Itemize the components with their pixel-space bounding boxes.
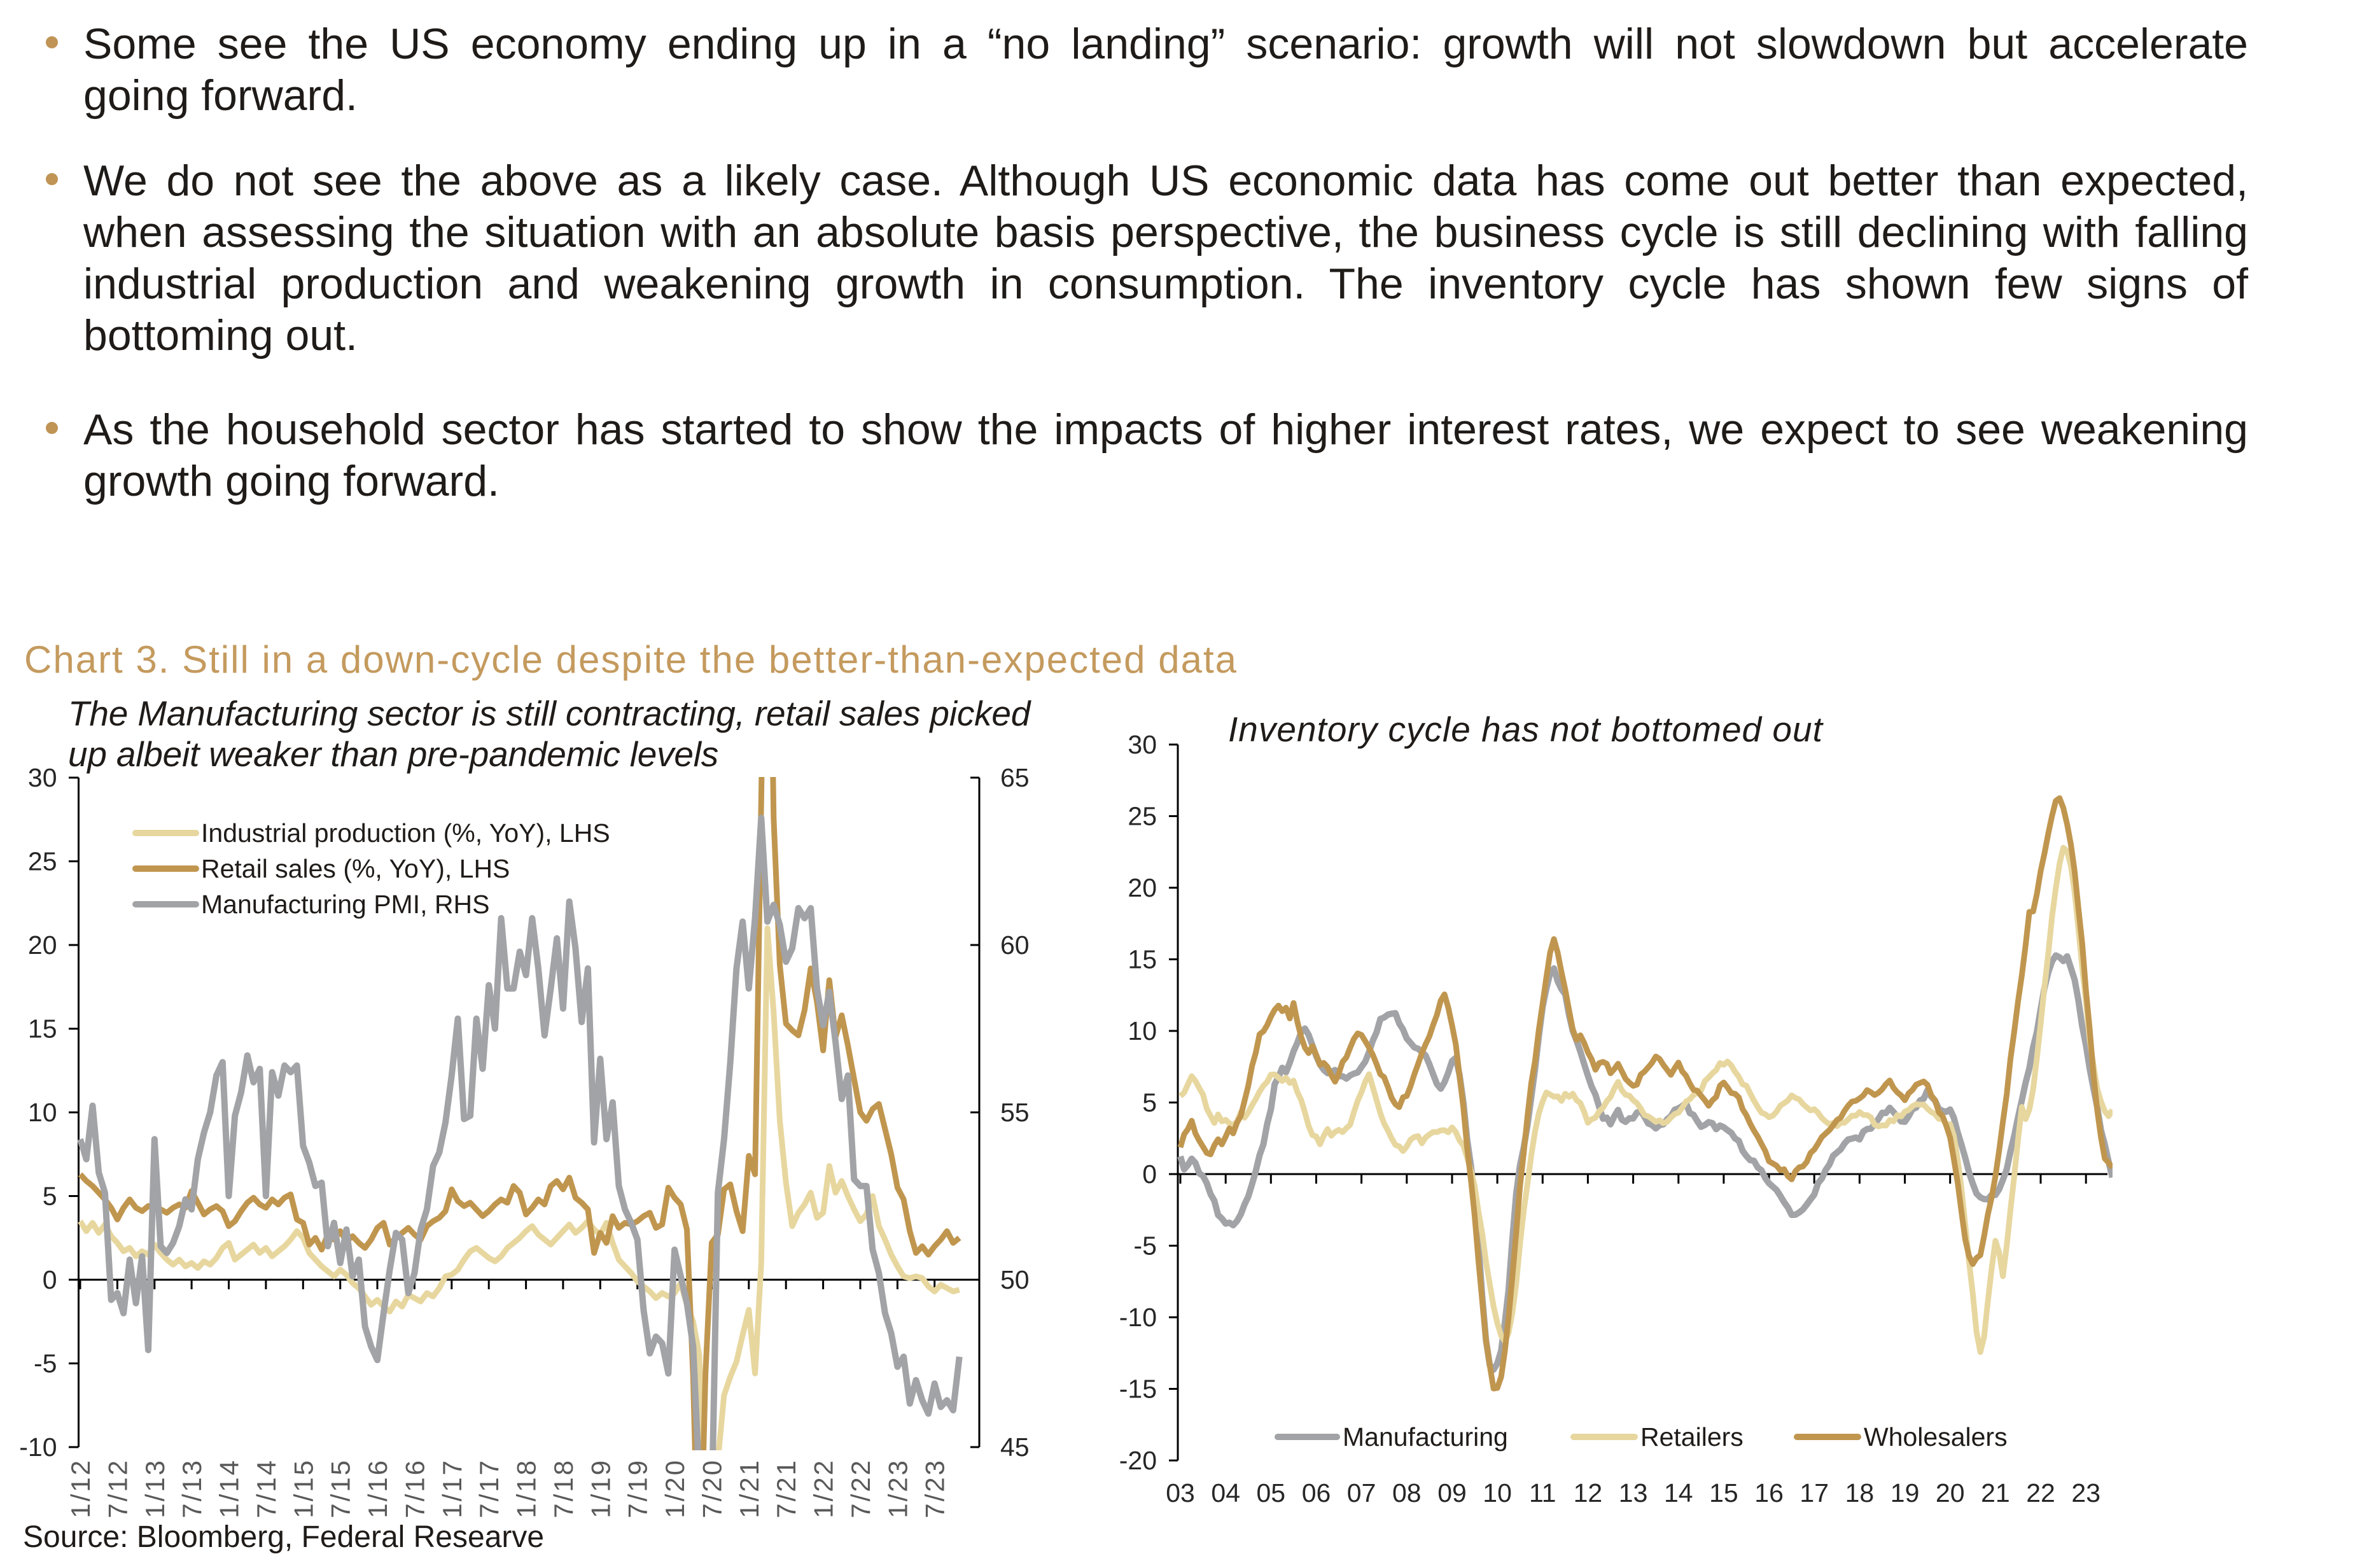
svg-text:09: 09: [1437, 1478, 1467, 1508]
svg-text:10: 10: [1483, 1478, 1512, 1508]
svg-text:23: 23: [2071, 1478, 2100, 1508]
svg-text:45: 45: [1000, 1432, 1030, 1462]
svg-text:7/16: 7/16: [400, 1459, 430, 1518]
svg-text:-10: -10: [1119, 1303, 1157, 1332]
svg-text:1/18: 1/18: [512, 1459, 542, 1518]
svg-text:16: 16: [1754, 1478, 1784, 1508]
svg-text:10: 10: [1128, 1016, 1157, 1046]
svg-text:07: 07: [1347, 1478, 1376, 1508]
svg-text:20: 20: [1936, 1478, 1965, 1508]
svg-text:25: 25: [1128, 802, 1157, 831]
svg-text:1/23: 1/23: [883, 1459, 912, 1518]
svg-text:7/22: 7/22: [846, 1459, 876, 1518]
svg-text:20: 20: [1128, 873, 1157, 902]
svg-text:1/13: 1/13: [140, 1459, 170, 1518]
svg-text:15: 15: [28, 1014, 57, 1044]
svg-text:15: 15: [1709, 1478, 1738, 1508]
svg-text:7/17: 7/17: [474, 1459, 504, 1518]
svg-text:up albeit weaker than pre-pand: up albeit weaker than pre-pandemic level…: [68, 734, 718, 774]
svg-text:7/21: 7/21: [771, 1459, 801, 1518]
svg-text:10: 10: [28, 1098, 57, 1127]
svg-text:20: 20: [28, 930, 57, 960]
svg-text:0: 0: [1142, 1159, 1157, 1189]
svg-text:05: 05: [1256, 1478, 1285, 1508]
svg-text:08: 08: [1392, 1478, 1422, 1508]
svg-text:7/23: 7/23: [920, 1459, 950, 1518]
svg-text:The Manufacturing sector is st: The Manufacturing sector is still contra…: [68, 694, 1032, 733]
svg-text:Retailers: Retailers: [1640, 1422, 1744, 1452]
svg-text:25: 25: [28, 847, 57, 876]
svg-text:1/16: 1/16: [363, 1459, 393, 1518]
svg-text:-5: -5: [1134, 1231, 1157, 1261]
svg-text:50: 50: [1000, 1265, 1030, 1294]
svg-text:30: 30: [28, 763, 57, 792]
svg-text:5: 5: [43, 1182, 57, 1211]
svg-text:22: 22: [2026, 1478, 2055, 1508]
svg-text:-5: -5: [34, 1349, 57, 1378]
svg-text:55: 55: [1000, 1098, 1030, 1127]
svg-text:21: 21: [1981, 1478, 2010, 1508]
svg-text:7/19: 7/19: [623, 1459, 653, 1518]
svg-text:7/15: 7/15: [326, 1459, 356, 1518]
svg-text:11: 11: [1529, 1478, 1556, 1508]
svg-text:15: 15: [1128, 945, 1157, 974]
svg-text:17: 17: [1799, 1478, 1829, 1508]
svg-text:7/13: 7/13: [177, 1459, 207, 1518]
svg-text:-15: -15: [1119, 1375, 1157, 1404]
svg-text:1/19: 1/19: [585, 1459, 615, 1518]
svg-text:Manufacturing: Manufacturing: [1343, 1422, 1508, 1452]
svg-text:1/22: 1/22: [809, 1459, 839, 1518]
svg-text:1/14: 1/14: [214, 1459, 244, 1518]
svg-text:30: 30: [1128, 730, 1157, 759]
svg-text:03: 03: [1166, 1478, 1195, 1508]
svg-text:0: 0: [43, 1265, 57, 1294]
svg-text:-20: -20: [1119, 1446, 1157, 1475]
svg-text:Retail sales (%, YoY), LHS: Retail sales (%, YoY), LHS: [201, 854, 510, 883]
svg-text:5: 5: [1142, 1088, 1157, 1117]
svg-text:13: 13: [1619, 1478, 1648, 1508]
svg-text:7/18: 7/18: [549, 1459, 578, 1518]
svg-text:7/20: 7/20: [697, 1459, 727, 1518]
svg-text:1/15: 1/15: [288, 1459, 318, 1518]
svg-text:1/20: 1/20: [660, 1459, 690, 1518]
svg-text:06: 06: [1302, 1478, 1331, 1508]
svg-text:Manufacturing PMI, RHS: Manufacturing PMI, RHS: [201, 890, 489, 919]
svg-text:14: 14: [1664, 1478, 1693, 1508]
svg-text:65: 65: [1000, 763, 1030, 792]
svg-text:1/21: 1/21: [734, 1459, 764, 1518]
svg-text:Industrial production (%, YoY): Industrial production (%, YoY), LHS: [201, 818, 610, 848]
svg-text:1/17: 1/17: [437, 1459, 467, 1518]
svg-text:12: 12: [1574, 1478, 1603, 1508]
svg-text:Wholesalers: Wholesalers: [1864, 1422, 2008, 1452]
svg-text:04: 04: [1211, 1478, 1240, 1508]
svg-text:60: 60: [1000, 930, 1030, 960]
svg-text:1/12: 1/12: [66, 1459, 95, 1518]
svg-text:7/14: 7/14: [251, 1459, 281, 1518]
svg-text:19: 19: [1890, 1478, 1920, 1508]
svg-text:Source: Bloomberg, Federal Res: Source: Bloomberg, Federal Researve: [23, 1520, 544, 1554]
svg-text:Inventory cycle has not bottom: Inventory cycle has not bottomed out: [1228, 710, 1824, 749]
svg-text:18: 18: [1845, 1478, 1875, 1508]
svg-text:7/12: 7/12: [102, 1459, 132, 1518]
svg-text:-10: -10: [19, 1432, 57, 1462]
svg-text:Chart 3. Still in a down-cycle: Chart 3. Still in a down-cycle despite t…: [24, 638, 1238, 681]
